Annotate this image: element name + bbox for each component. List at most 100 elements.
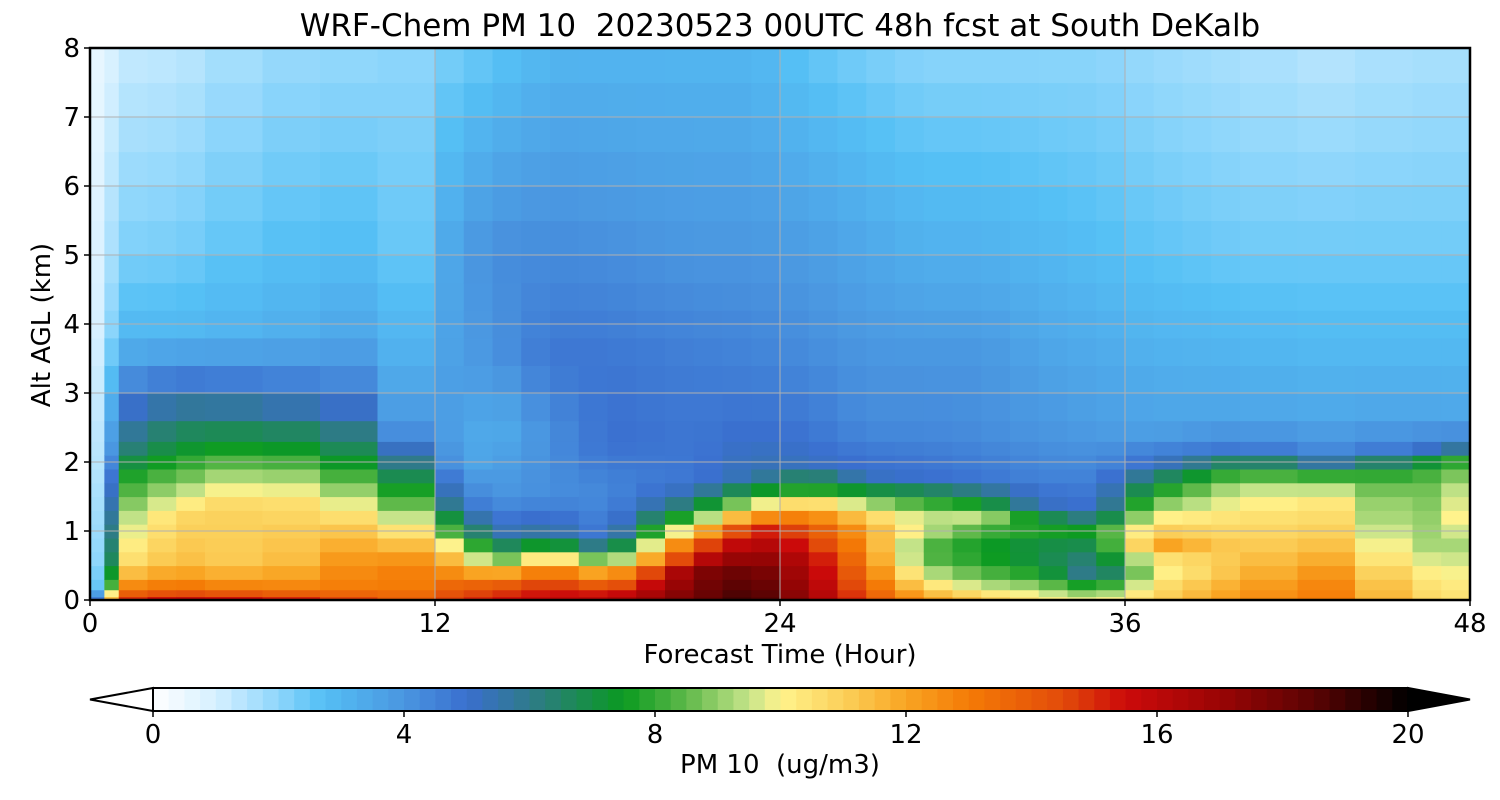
heatmap-cell [1297, 186, 1356, 222]
heatmap-cell [1125, 151, 1155, 187]
heatmap-cell [104, 117, 120, 153]
heatmap-cell [262, 82, 321, 118]
colorbar-segment [404, 688, 421, 711]
heatmap-cell [636, 117, 666, 153]
heatmap-cell [866, 589, 896, 598]
heatmap-cell [665, 82, 695, 118]
colorbar-segment [843, 688, 860, 711]
heatmap-cell [1038, 579, 1069, 591]
heatmap-cell [1010, 468, 1040, 484]
heatmap-cell [636, 186, 666, 222]
heatmap-cell [981, 186, 1011, 222]
heatmap-cell [693, 579, 724, 591]
colorbar-segment [498, 688, 515, 711]
heatmap-cell [1067, 220, 1097, 256]
heatmap-cell [147, 537, 177, 553]
heatmap-cell [1096, 48, 1126, 84]
heatmap-cell [176, 565, 206, 580]
heatmap-cell [118, 496, 149, 511]
colorbar-segment [1345, 688, 1362, 711]
heatmap-cell [1182, 565, 1212, 580]
heatmap-cell [923, 510, 954, 525]
heatmap-cell [176, 282, 206, 311]
colorbar-segment [623, 688, 640, 711]
heatmap-cell [1355, 393, 1414, 422]
heatmap-cell [780, 420, 810, 442]
heatmap-cell [1355, 365, 1414, 394]
heatmap-cell [176, 255, 206, 284]
heatmap-cell [607, 393, 637, 422]
colorbar-segment [686, 688, 703, 711]
heatmap-cell [1096, 551, 1126, 567]
colorbar-segment [325, 688, 342, 711]
heatmap-cell [521, 565, 551, 580]
heatmap-cell [147, 117, 177, 153]
heatmap-cell [1038, 151, 1069, 187]
colorbar-segment [1172, 688, 1189, 711]
heatmap-cell [1240, 393, 1299, 422]
heatmap-cell [981, 537, 1011, 553]
heatmap-cell [866, 510, 896, 525]
heatmap-cell [435, 186, 465, 222]
heatmap-cell [521, 255, 551, 284]
heatmap-cell [90, 220, 105, 256]
heatmap-cell [808, 579, 839, 591]
heatmap-cell [636, 337, 666, 366]
heatmap-cell [262, 537, 321, 553]
heatmap-cell [1297, 468, 1356, 484]
heatmap-cell [147, 482, 177, 498]
heatmap-cell [808, 255, 839, 284]
heatmap-cell [866, 186, 896, 222]
heatmap-cell [780, 117, 810, 153]
heatmap-cell [665, 365, 695, 394]
heatmap-cell [1297, 596, 1356, 601]
heatmap-cell [550, 337, 580, 366]
heatmap-cell [1096, 482, 1126, 498]
heatmap-cell [1010, 565, 1040, 580]
heatmap-cell [176, 441, 206, 456]
heatmap-cell [521, 537, 551, 553]
colorbar-segment [921, 688, 938, 711]
heatmap-cell [1153, 365, 1184, 394]
heatmap-cell [1125, 441, 1155, 456]
heatmap-cell [1096, 220, 1126, 256]
heatmap-cell [895, 468, 925, 484]
heatmap-cell [607, 117, 637, 153]
heatmap-cell [521, 551, 551, 567]
heatmap-cell [1441, 151, 1471, 187]
heatmap-cell [1211, 565, 1241, 580]
heatmap-cell [377, 82, 436, 118]
heatmap-cell [952, 596, 982, 601]
heatmap-cell [147, 596, 177, 601]
heatmap-cell [463, 282, 494, 311]
heatmap-cell [866, 151, 896, 187]
heatmap-cell [578, 393, 609, 422]
heatmap-cell [262, 365, 321, 394]
heatmap-cell [636, 441, 666, 456]
colorbar-segment [278, 688, 295, 711]
heatmap-cell [693, 510, 724, 525]
heatmap-cell [435, 565, 465, 580]
heatmap-cell [492, 579, 522, 591]
heatmap-cell [722, 282, 752, 311]
heatmap-cell [1355, 48, 1414, 84]
heatmap-cell [377, 551, 436, 567]
heatmap-cell [607, 510, 637, 525]
heatmap-cell [780, 186, 810, 222]
heatmap-cell [1441, 48, 1471, 84]
heatmap-cell [1010, 551, 1040, 567]
heatmap-cell [1355, 82, 1414, 118]
heatmap-cell [320, 186, 379, 222]
heatmap-cell [780, 337, 810, 366]
heatmap-cell [1355, 117, 1414, 153]
y-axis-ticks: 0 1 2 3 4 5 6 7 8 [63, 34, 90, 616]
heatmap-cell [578, 255, 609, 284]
heatmap-cell [1096, 282, 1126, 311]
heatmap-cell [1153, 482, 1184, 498]
heatmap-cell [1125, 482, 1155, 498]
heatmap-cell [1010, 220, 1040, 256]
heatmap-cell [693, 537, 724, 553]
colorbar-segment [1360, 688, 1378, 711]
heatmap-cell [463, 537, 494, 553]
heatmap-cell [751, 186, 781, 222]
